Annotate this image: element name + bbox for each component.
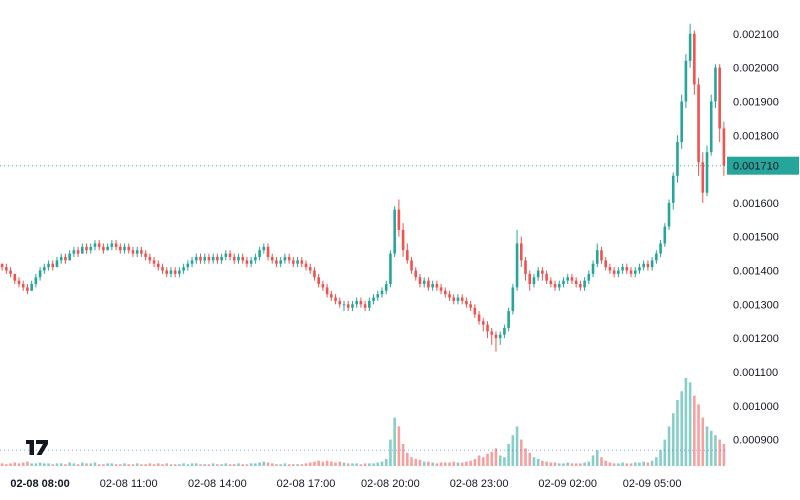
candle-bodies	[0, 33, 726, 339]
time-axis-label: 02-08 17:00	[277, 478, 336, 490]
time-axis-label: 02-09 02:00	[538, 478, 597, 490]
time-axis-label: 02-08 08:00	[10, 478, 69, 490]
price-axis-label: 0.001800	[733, 130, 779, 142]
price-axis[interactable]: 0.002100 0.002000 0.001900 0.001800 0.001600…	[727, 29, 799, 447]
time-axis-label: 02-08 14:00	[188, 478, 247, 490]
time-axis-label: 02-09 05:00	[623, 478, 682, 490]
price-axis-label: 0.000900	[733, 435, 779, 447]
volume-bars	[0, 378, 726, 466]
price-axis-label: 0.002100	[733, 29, 779, 41]
price-axis-label: 0.002000	[733, 63, 779, 75]
time-axis[interactable]: 02-08 08:00 02-08 11:00 02-08 14:00 02-08 1…	[10, 478, 681, 490]
price-axis-label: 0.001400	[733, 266, 779, 278]
price-axis-label: 0.001200	[733, 333, 779, 345]
price-axis-label: 0.001500	[733, 232, 779, 244]
price-axis-label: 0.001000	[733, 401, 779, 413]
svg-text:0.001710: 0.001710	[733, 161, 779, 173]
price-axis-label: 0.001100	[733, 367, 778, 379]
price-axis-label: 0.001900	[733, 96, 779, 108]
tradingview-logo[interactable]: TradingView	[26, 440, 48, 455]
time-axis-label: 02-08 23:00	[450, 478, 509, 490]
price-axis-label: 0.001300	[733, 299, 779, 311]
time-axis-label: 02-08 20:00	[361, 478, 420, 490]
price-axis-label: 0.001600	[733, 198, 779, 210]
last-price-badge: 0.001710	[727, 156, 799, 175]
time-axis-label: 02-08 11:00	[100, 478, 158, 490]
